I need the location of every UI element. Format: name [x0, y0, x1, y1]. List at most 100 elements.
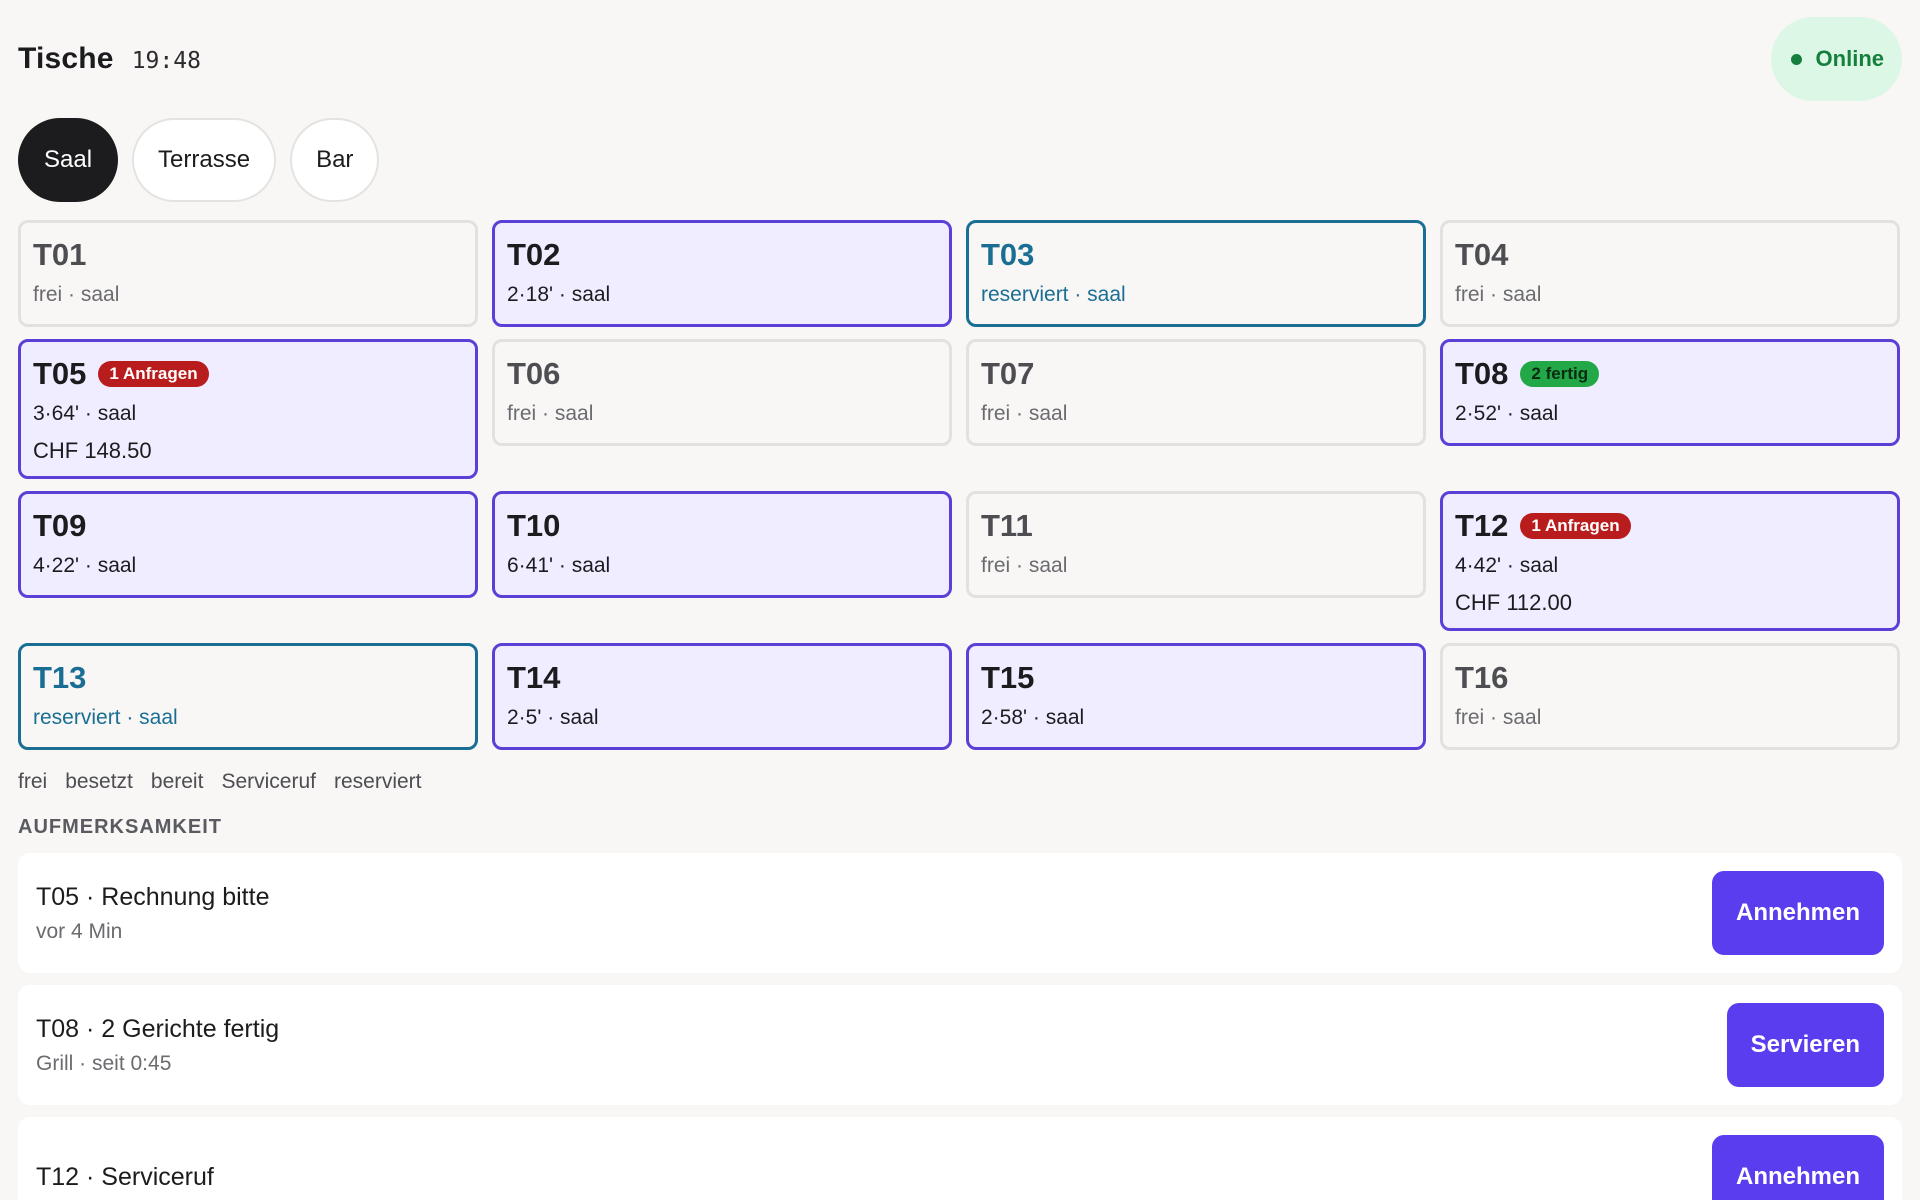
table-card-header: T04 — [1455, 237, 1885, 273]
table-card-t12[interactable]: T12 1 Anfragen 4·42' · saal CHF 112.00 — [1440, 491, 1900, 631]
attention-item-title: T05 · Rechnung bitte — [36, 882, 270, 911]
table-card-t02[interactable]: T02 2·18' · saal — [492, 220, 952, 327]
table-number: T13 — [33, 660, 87, 695]
table-status-text: 3·64' · saal — [33, 402, 137, 425]
table-bill-amount: CHF 112.00 — [1455, 590, 1572, 615]
table-status-text: 2·18' · saal — [507, 283, 611, 306]
table-card-t05[interactable]: T05 1 Anfragen 3·64' · saal CHF 148.50 — [18, 339, 478, 479]
tab-saal[interactable]: Saal — [18, 118, 119, 202]
table-status-text: frei · saal — [1455, 706, 1542, 729]
clock: 19:48 — [131, 48, 201, 74]
table-card-header: T02 — [507, 237, 937, 273]
table-number: T01 — [33, 237, 87, 272]
attention-item-text: T05 · Rechnung bitte vor 4 Min — [36, 883, 269, 944]
table-card-header: T15 — [981, 660, 1411, 696]
table-status-badge: 2 fertig — [1520, 361, 1600, 387]
table-number: T14 — [507, 660, 561, 695]
table-number: T15 — [981, 660, 1035, 695]
attention-item-meta: vor 4 Min — [36, 919, 123, 943]
connection-status-badge: Online — [1770, 17, 1902, 101]
table-bill-amount: CHF 148.50 — [33, 438, 152, 463]
table-status-badge: 1 Anfragen — [98, 361, 209, 387]
attention-section-title: AUFMERKSAMKEIT — [18, 816, 222, 838]
attention-item-text: T08 · 2 Gerichte fertig Grill · seit 0:45 — [36, 1015, 279, 1076]
table-status-text: reserviert · saal — [33, 706, 178, 729]
connection-status-label: Online — [1815, 46, 1884, 71]
table-status-badge: 1 Anfragen — [1520, 513, 1631, 539]
attention-item: T08 · 2 Gerichte fertig Grill · seit 0:45… — [18, 985, 1902, 1105]
table-card-header: T06 — [507, 356, 937, 392]
table-card-t15[interactable]: T15 2·58' · saal — [966, 643, 1426, 750]
table-card-header: T03 — [981, 237, 1411, 273]
table-card-t01[interactable]: T01 frei · saal — [18, 220, 478, 327]
attention-item-title: T08 · 2 Gerichte fertig — [36, 1014, 280, 1043]
table-card-t04[interactable]: T04 frei · saal — [1440, 220, 1900, 327]
attention-action-button[interactable]: Annehmen — [1711, 871, 1884, 955]
table-card-t11[interactable]: T11 frei · saal — [966, 491, 1426, 598]
table-card-t14[interactable]: T14 2·5' · saal — [492, 643, 952, 750]
table-card-header: T14 — [507, 660, 937, 696]
legend-item: bereit — [150, 770, 204, 793]
legend-item: reserviert — [333, 770, 422, 793]
attention-item-title: T12 · Serviceruf — [36, 1162, 214, 1191]
table-status-text: 4·22' · saal — [33, 554, 137, 577]
table-card-header: T09 — [33, 508, 463, 544]
table-status-text: 6·41' · saal — [507, 554, 611, 577]
table-number: T10 — [507, 508, 561, 543]
legend-item: besetzt — [65, 770, 133, 793]
table-card-header: T13 — [33, 660, 463, 696]
table-status-text: 2·58' · saal — [981, 706, 1085, 729]
table-card-header: T12 1 Anfragen — [1455, 508, 1885, 544]
table-card-header: T10 — [507, 508, 937, 544]
table-card-t10[interactable]: T10 6·41' · saal — [492, 491, 952, 598]
table-number: T02 — [507, 237, 561, 272]
table-status-text: 2·52' · saal — [1455, 402, 1559, 425]
tab-bar[interactable]: Bar — [290, 118, 380, 202]
table-number: T04 — [1455, 237, 1509, 272]
attention-action-button[interactable]: Servieren — [1726, 1003, 1884, 1087]
table-card-header: T16 — [1455, 660, 1885, 696]
table-card-t07[interactable]: T07 frei · saal — [966, 339, 1426, 446]
area-tabs: Saal Terrasse Bar — [18, 118, 1902, 202]
table-status-text: reserviert · saal — [981, 283, 1126, 306]
table-card-t13[interactable]: T13 reserviert · saal — [18, 643, 478, 750]
header-left: Tische 19:48 — [18, 42, 201, 76]
attention-list: T05 · Rechnung bitte vor 4 Min Annehmen T08… — [18, 853, 1902, 1200]
table-card-header: T07 — [981, 356, 1411, 392]
table-number: T12 — [1455, 508, 1509, 543]
table-card-t06[interactable]: T06 frei · saal — [492, 339, 952, 446]
table-status-text: 2·5' · saal — [507, 706, 599, 729]
table-number: T07 — [981, 356, 1035, 391]
table-status-text: frei · saal — [33, 283, 120, 306]
app-header: Tische 19:48 Online — [18, 0, 1902, 118]
legend-item: frei — [18, 770, 48, 793]
table-status-text: frei · saal — [507, 402, 594, 425]
table-card-t09[interactable]: T09 4·22' · saal — [18, 491, 478, 598]
attention-item-meta: Grill · seit 0:45 — [36, 1051, 172, 1075]
table-number: T03 — [981, 237, 1035, 272]
attention-action-button[interactable]: Annehmen — [1711, 1135, 1884, 1200]
table-card-t08[interactable]: T08 2 fertig 2·52' · saal — [1440, 339, 1900, 446]
table-card-t16[interactable]: T16 frei · saal — [1440, 643, 1900, 750]
tab-terrasse[interactable]: Terrasse — [132, 118, 277, 202]
table-card-t03[interactable]: T03 reserviert · saal — [966, 220, 1426, 327]
table-number: T06 — [507, 356, 561, 391]
table-card-header: T05 1 Anfragen — [33, 356, 463, 392]
table-number: T05 — [33, 356, 87, 391]
status-legend: frei besetzt bereit Serviceruf reserviert — [18, 770, 1902, 794]
table-number: T08 — [1455, 356, 1509, 391]
page-title: Tische — [18, 42, 114, 75]
table-status-text: frei · saal — [981, 554, 1068, 577]
attention-item: T05 · Rechnung bitte vor 4 Min Annehmen — [18, 853, 1902, 973]
table-grid: T01 frei · saal T02 2·18' · saal T03 reservie… — [18, 220, 1902, 750]
attention-item-text: T12 · Serviceruf — [36, 1163, 214, 1192]
table-number: T09 — [33, 508, 87, 543]
table-card-header: T01 — [33, 237, 463, 273]
table-status-text: 4·42' · saal — [1455, 554, 1559, 577]
table-status-text: frei · saal — [981, 402, 1068, 425]
status-dot-icon — [1790, 53, 1802, 65]
attention-item: T12 · Serviceruf Annehmen — [18, 1117, 1902, 1200]
table-status-text: frei · saal — [1455, 283, 1542, 306]
table-card-header: T11 — [981, 508, 1411, 544]
